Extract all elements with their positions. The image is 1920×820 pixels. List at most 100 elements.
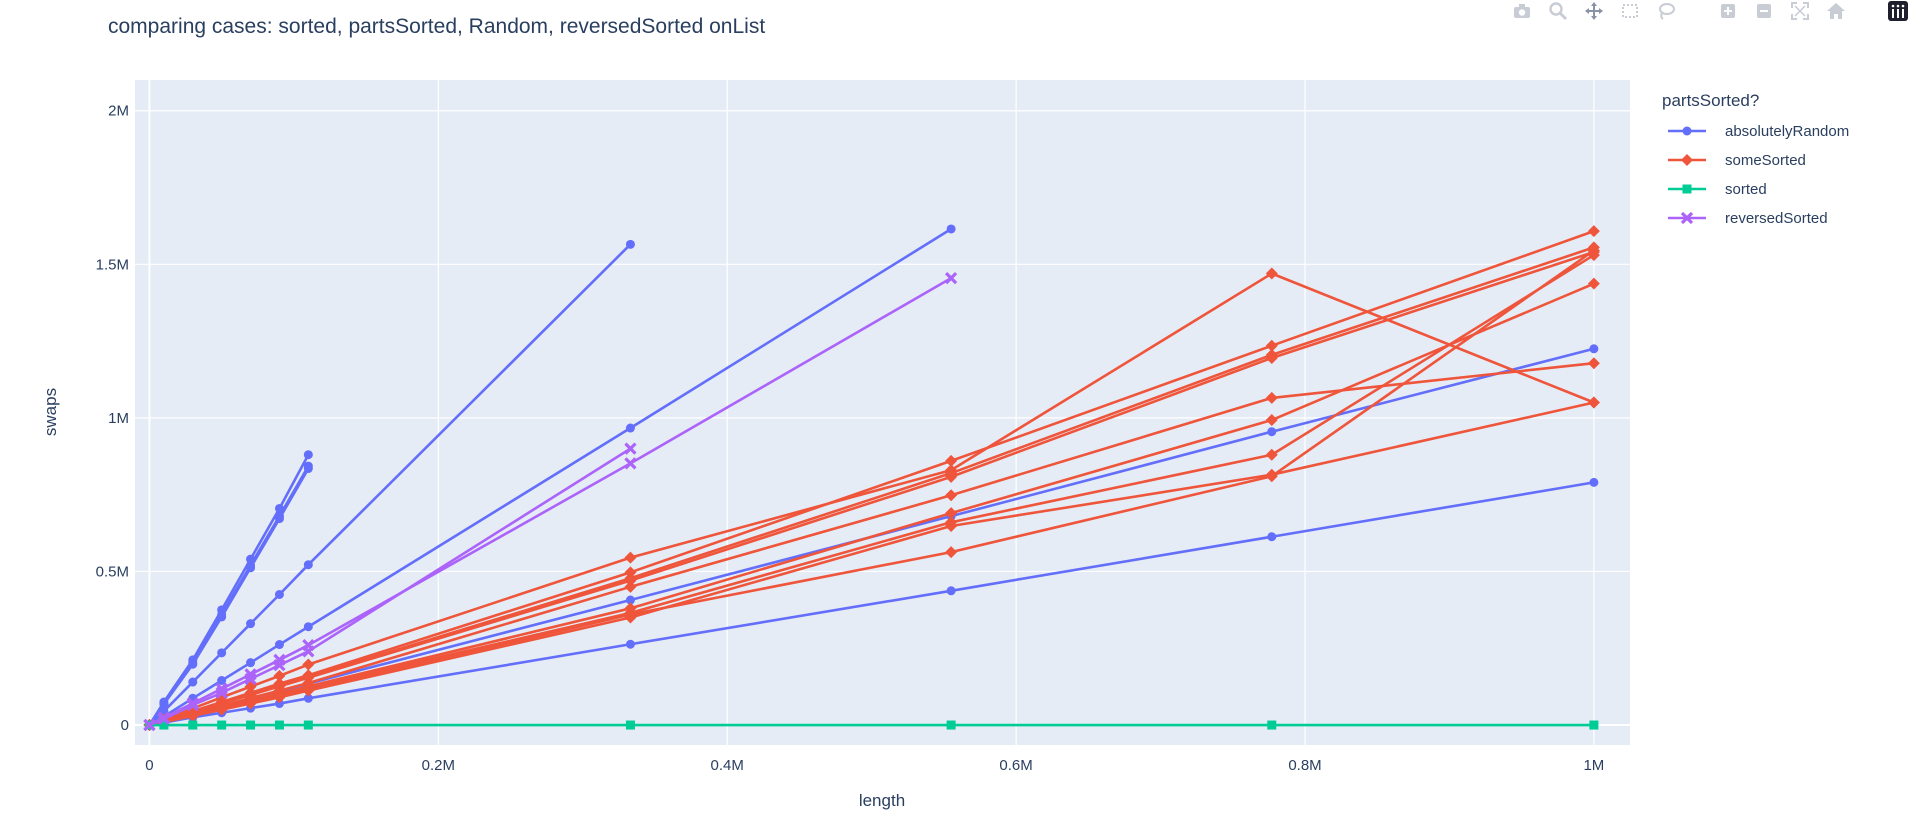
series-line bbox=[148, 243, 632, 726]
data-point bbox=[274, 589, 284, 599]
data-point bbox=[273, 691, 286, 704]
data-point bbox=[945, 489, 958, 502]
legend-marker bbox=[1682, 126, 1692, 136]
legend-marker bbox=[1682, 184, 1692, 194]
y-tick-label: 2M bbox=[108, 103, 129, 120]
data-point bbox=[625, 423, 635, 433]
data-point bbox=[624, 580, 637, 593]
y-tick-label: 0.5M bbox=[96, 563, 129, 580]
data-point bbox=[625, 239, 635, 249]
data-point bbox=[945, 470, 958, 483]
data-point bbox=[1587, 396, 1600, 409]
x-tick-label: 0.8M bbox=[1288, 757, 1321, 774]
legend[interactable]: partsSorted? absolutelyRandom someSorted s… bbox=[1662, 91, 1849, 227]
data-point bbox=[302, 684, 315, 697]
x-tick-label: 0.2M bbox=[422, 757, 455, 774]
data-point bbox=[143, 718, 156, 732]
zoom-out-icon[interactable] bbox=[1752, 0, 1776, 22]
data-point bbox=[188, 720, 198, 730]
data-point bbox=[188, 677, 198, 687]
data-point bbox=[945, 519, 958, 532]
data-point bbox=[303, 622, 313, 632]
autoscale-icon[interactable] bbox=[1788, 0, 1812, 22]
data-point bbox=[217, 648, 227, 658]
data-point bbox=[215, 703, 228, 716]
legend-item-reversedSorted[interactable]: reversedSorted bbox=[1668, 210, 1828, 227]
data-point bbox=[273, 669, 286, 682]
data-point bbox=[303, 720, 313, 730]
data-point bbox=[1265, 414, 1278, 427]
data-point bbox=[1265, 448, 1278, 461]
plotly-logo-icon[interactable] bbox=[1886, 0, 1910, 22]
data-point bbox=[624, 457, 637, 470]
data-point bbox=[217, 612, 227, 622]
y-tick-labels: 0 0.5M 1M 1.5M 2M bbox=[96, 103, 129, 734]
x-tick-label: 0 bbox=[145, 757, 153, 774]
data-point bbox=[274, 720, 284, 730]
data-point bbox=[624, 611, 637, 624]
data-point bbox=[625, 720, 635, 730]
chart-title: comparing cases: sorted, partsSorted, Ra… bbox=[108, 15, 765, 38]
data-point bbox=[302, 658, 315, 671]
data-point bbox=[1267, 720, 1277, 730]
data-point bbox=[244, 672, 257, 686]
legend-item-sorted[interactable]: sorted bbox=[1668, 181, 1767, 198]
legend-marker bbox=[1681, 154, 1693, 166]
data-point bbox=[186, 709, 199, 722]
data-point bbox=[1587, 357, 1600, 370]
data-point bbox=[159, 699, 169, 709]
data-point bbox=[946, 720, 956, 730]
data-point bbox=[946, 586, 956, 596]
data-point bbox=[945, 546, 958, 559]
plot-area[interactable] bbox=[135, 80, 1630, 745]
data-point bbox=[1265, 267, 1278, 280]
box-select-icon[interactable] bbox=[1618, 0, 1642, 22]
legend-title: partsSorted? bbox=[1662, 91, 1759, 110]
data-point bbox=[1267, 532, 1277, 542]
data-point bbox=[303, 693, 313, 703]
legend-item-absolutelyRandom[interactable]: absolutelyRandom bbox=[1668, 123, 1849, 140]
data-point bbox=[1589, 477, 1599, 487]
x-tick-label: 1M bbox=[1583, 757, 1604, 774]
data-point bbox=[1587, 225, 1600, 238]
series-layer bbox=[143, 224, 1600, 732]
pan-icon[interactable] bbox=[1582, 0, 1606, 22]
data-point bbox=[217, 675, 227, 685]
legend-label: absolutelyRandom bbox=[1725, 123, 1849, 140]
legend-item-someSorted[interactable]: someSorted bbox=[1668, 152, 1806, 169]
data-point bbox=[1587, 244, 1600, 257]
data-point bbox=[274, 514, 284, 524]
data-point bbox=[1589, 344, 1599, 354]
data-point bbox=[1589, 720, 1599, 730]
zoom-in-icon[interactable] bbox=[1716, 0, 1740, 22]
data-point bbox=[625, 595, 635, 605]
y-axis-title: swaps bbox=[41, 388, 60, 436]
data-point bbox=[624, 551, 637, 564]
zoom-icon[interactable] bbox=[1546, 0, 1570, 22]
data-point bbox=[246, 563, 256, 573]
data-point bbox=[274, 640, 284, 650]
legend-label: reversedSorted bbox=[1725, 210, 1828, 227]
x-tick-label: 0.6M bbox=[999, 757, 1032, 774]
data-point bbox=[157, 712, 171, 726]
x-tick-labels: 0 0.2M 0.4M 0.6M 0.8M 1M bbox=[145, 757, 1604, 774]
data-point bbox=[1587, 277, 1600, 290]
data-point bbox=[303, 450, 313, 460]
data-point bbox=[1267, 427, 1277, 437]
y-tick-label: 1.5M bbox=[96, 256, 129, 273]
reset-axes-home-icon[interactable] bbox=[1824, 0, 1848, 22]
series-line bbox=[148, 447, 632, 727]
data-point bbox=[302, 645, 315, 658]
lasso-select-icon[interactable] bbox=[1654, 0, 1678, 22]
data-point bbox=[946, 224, 956, 234]
data-point bbox=[303, 464, 313, 474]
data-point bbox=[1265, 468, 1278, 481]
modebar-toolbar bbox=[1510, 0, 1910, 22]
data-point bbox=[1265, 391, 1278, 404]
x-tick-label: 0.4M bbox=[711, 757, 744, 774]
camera-icon[interactable] bbox=[1510, 0, 1534, 22]
data-point bbox=[1265, 339, 1278, 352]
legend-label: someSorted bbox=[1725, 152, 1806, 169]
y-tick-label: 1M bbox=[108, 410, 129, 427]
